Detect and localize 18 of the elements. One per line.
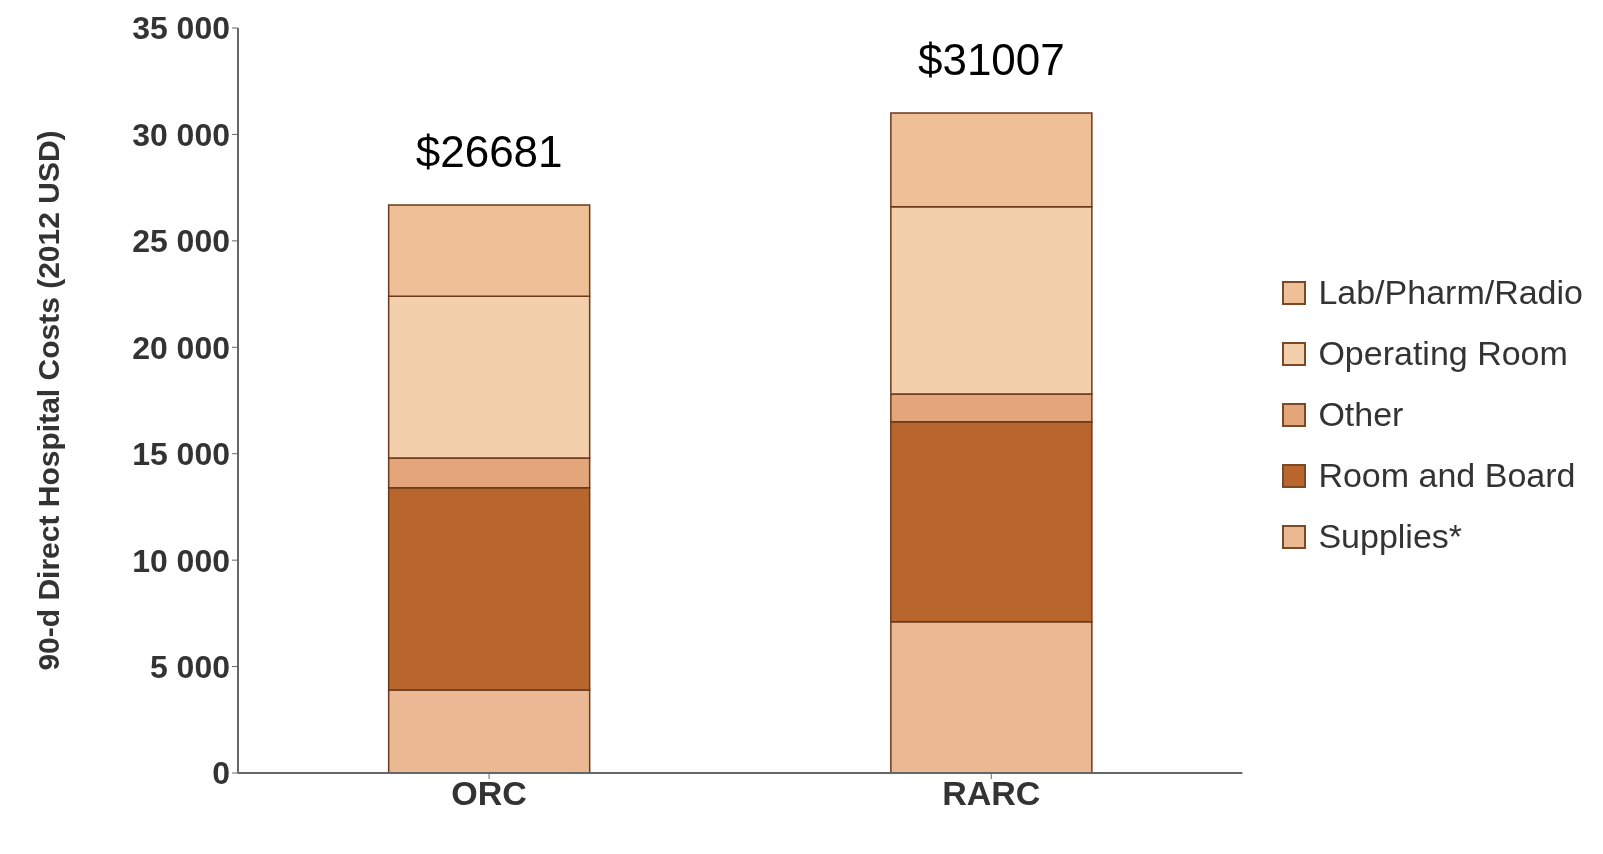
y-tick-label: 30 000 (132, 116, 230, 153)
legend-label: Lab/Pharm/Radio (1318, 273, 1583, 312)
y-tick-label: 35 000 (132, 10, 230, 47)
y-tick-label: 25 000 (132, 223, 230, 260)
y-tick-label: 0 (212, 755, 230, 792)
x-tick-label: RARC (942, 774, 1041, 813)
legend-label: Room and Board (1318, 456, 1576, 495)
y-tick-label: 5 000 (149, 648, 230, 685)
legend-label: Operating Room (1318, 334, 1568, 373)
y-tick-label: 15 000 (132, 436, 230, 473)
y-tick-label: 10 000 (132, 542, 230, 579)
y-axis-title: 90-d Direct Hospital Costs (2012 USD) (31, 130, 65, 671)
legend-label: Supplies* (1318, 517, 1463, 556)
legend-label: Other (1318, 395, 1404, 434)
y-tick-label: 20 000 (132, 329, 230, 366)
x-tick-label: ORC (451, 774, 527, 813)
total-label: $26681 (415, 127, 563, 177)
total-label: $31007 (917, 34, 1065, 84)
